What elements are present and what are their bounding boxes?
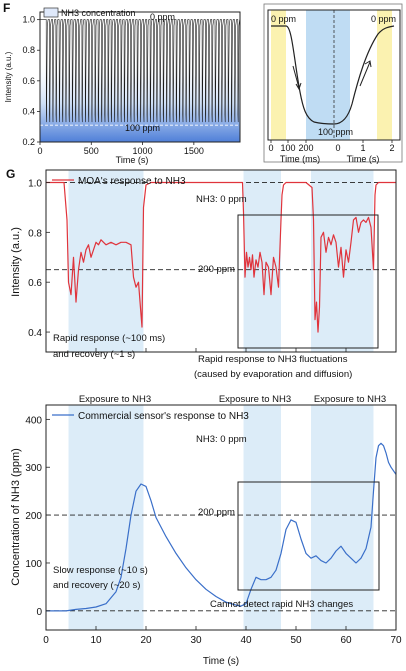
panel-b-frame — [45, 404, 397, 631]
y-tick-label: 0.8 — [28, 228, 42, 239]
y-tick-label: 200 — [25, 511, 42, 522]
y-tick-label: 0 — [36, 607, 42, 618]
exposure-band — [68, 405, 144, 630]
inset-curve-left — [271, 25, 335, 125]
ref-label-g-200: 200 ppm — [198, 264, 235, 275]
x-tick-label-f: 0 — [37, 146, 42, 156]
series-line — [46, 442, 396, 612]
y-tick-label: 0.6 — [28, 278, 42, 289]
exposure-band — [311, 405, 374, 630]
legend-label-b: Commercial sensor's response to NH3 — [78, 411, 249, 422]
y-axis-title-f: Intensity (a.u.) — [4, 51, 13, 102]
x-axis-title-b: Time (s) — [203, 656, 239, 667]
inset-annotation-top-right: 0 ppm — [371, 14, 396, 24]
x-tick-label: 70 — [390, 635, 402, 646]
y-tick-label: 300 — [25, 463, 42, 474]
inset-annotation-bottom: 100 ppm — [318, 127, 353, 137]
x-tick-label: 20 — [140, 635, 152, 646]
annotation-b-line-3: Cannot detect rapid NH3 changes — [210, 599, 353, 610]
y-tick-label: 0.4 — [28, 328, 42, 339]
exposure-label-1: Exposure to NH3 — [79, 394, 151, 405]
y-tick-label: 100 — [25, 559, 42, 570]
inset-x-title-right: Time (s) — [347, 154, 380, 164]
legend-swatch-f — [43, 7, 59, 18]
inset-blue-band — [306, 10, 350, 140]
exposure-label-2: Exposure to NH3 — [219, 394, 291, 405]
arrow-up-icon — [359, 60, 372, 87]
exposure-band — [68, 170, 144, 352]
y-tick-label-f: 0.2 — [22, 137, 35, 147]
y-tick-label: 400 — [25, 415, 42, 426]
x-tick-label-f: 1500 — [184, 146, 204, 156]
y-tick-label-f: 0.4 — [22, 106, 35, 116]
panel-label-f: F — [3, 1, 10, 15]
panel-f-gradient — [40, 56, 240, 142]
inset-yellow-left — [271, 10, 286, 140]
annotation-f-top: 0 ppm — [150, 12, 175, 22]
arrow-down-icon — [292, 65, 302, 91]
x-tick-label: 40 — [240, 635, 252, 646]
inset-x-tick-label-right: 2 — [389, 143, 394, 153]
annotation-g-line-3: Rapid response to NH3 fluctuations — [198, 354, 348, 365]
annotation-g-line-1: Rapid response (~100 ms) — [53, 333, 165, 344]
annotation-f-bottom: 100 ppm — [125, 123, 160, 133]
inset-frame — [267, 9, 401, 141]
annotation-b-line-1: Slow response (~10 s) — [53, 565, 148, 576]
x-axis-title-f: Time (s) — [116, 155, 149, 165]
inset-curve-right — [333, 25, 395, 125]
annotation-g-line-4: (caused by evaporation and diffusion) — [194, 369, 352, 380]
inset-x-tick-label-right: 0 — [335, 143, 340, 153]
ref-label-b-200: 200 ppm — [198, 507, 235, 518]
y-tick-label-f: 0.6 — [22, 76, 35, 86]
y-axis-title-g: Intensity (a.u.) — [10, 227, 22, 297]
series-f-line — [40, 18, 240, 123]
x-tick-label: 10 — [90, 635, 102, 646]
panel-f-frame — [39, 11, 241, 143]
panel-label-g: G — [6, 167, 15, 181]
inset-x-tick-label-right: 1 — [360, 143, 365, 153]
x-tick-label: 50 — [290, 635, 302, 646]
highlight-box-bottom — [237, 481, 380, 591]
inset-x-tick-label-left: 100 — [280, 143, 295, 153]
x-tick-label: 60 — [340, 635, 352, 646]
highlight-box-top — [237, 214, 379, 349]
inset-x-title-left: Time (ms) — [280, 154, 320, 164]
y-axis-title-b: Concentration of NH3 (ppm) — [10, 448, 22, 586]
inset-x-tick-label-left: 0 — [268, 143, 273, 153]
y-tick-label-f: 0.8 — [22, 45, 35, 55]
panel-g-frame — [45, 169, 397, 353]
x-tick-label: 0 — [43, 635, 49, 646]
inset-annotation-top-left: 0 ppm — [271, 14, 296, 24]
x-tick-label-f: 500 — [84, 146, 99, 156]
series-line — [46, 181, 396, 333]
annotation-g-line-2: and recovery (~1 s) — [53, 349, 135, 360]
x-tick-label: 30 — [190, 635, 202, 646]
ref-label-g-0: NH3: 0 ppm — [196, 194, 247, 205]
x-tick-label-f: 1000 — [133, 146, 153, 156]
legend-label-g: MOA's response to NH3 — [78, 176, 186, 187]
y-tick-label-f: 1.0 — [22, 15, 35, 25]
y-tick-label: 1.0 — [28, 178, 42, 189]
exposure-label-3: Exposure to NH3 — [314, 394, 386, 405]
legend-label-f: NH3 concentration — [61, 8, 136, 18]
annotation-b-line-2: and recovery (~20 s) — [53, 580, 140, 591]
inset-x-tick-label-left: 200 — [298, 143, 313, 153]
inset-yellow-right — [377, 10, 392, 140]
ref-label-b-0: NH3: 0 ppm — [196, 434, 247, 445]
